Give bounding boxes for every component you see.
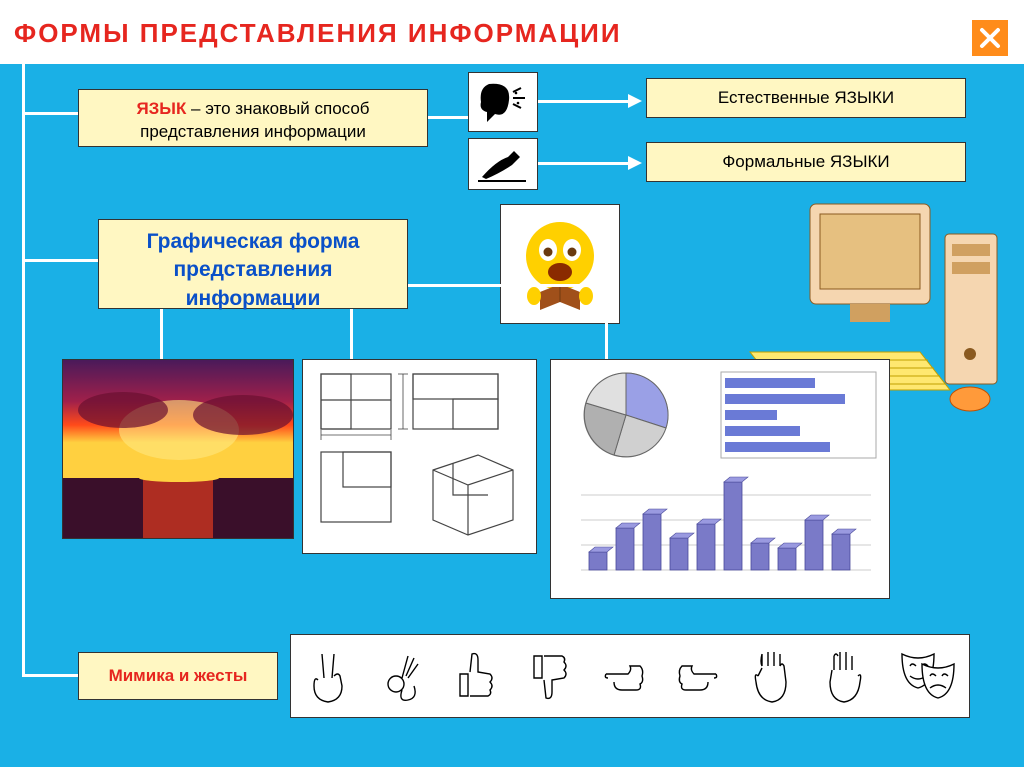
arrowhead-natural bbox=[628, 94, 642, 108]
connector-g2 bbox=[350, 309, 353, 359]
pointing-right-icon bbox=[674, 646, 722, 706]
language-box: ЯЗЫК – это знаковый способ представления… bbox=[78, 89, 428, 147]
page-title: ФОРМЫ ПРЕДСТАВЛЕНИЯ ИНФОРМАЦИИ bbox=[14, 18, 622, 49]
technical-drawing bbox=[302, 359, 537, 554]
ok-sign-icon bbox=[378, 646, 426, 706]
close-icon bbox=[978, 26, 1002, 50]
sunset-image bbox=[62, 359, 294, 539]
mimicry-box: Мимика и жесты bbox=[78, 652, 278, 700]
natural-lang-box: Естественные ЯЗЫКИ bbox=[646, 78, 966, 118]
close-button[interactable] bbox=[970, 18, 1010, 58]
connector-g3b bbox=[605, 284, 608, 359]
charts-panel bbox=[550, 359, 890, 599]
connector-to-graphic bbox=[22, 259, 98, 262]
writing-hand-icon bbox=[468, 138, 538, 190]
connector-to-language bbox=[22, 112, 78, 115]
connector-lang-icons bbox=[428, 116, 468, 119]
diagram-canvas: ЯЗЫК – это знаковый способ представления… bbox=[0, 64, 1024, 767]
arrow-to-formal bbox=[538, 162, 628, 165]
peace-sign-icon bbox=[304, 646, 352, 706]
speaking-head-icon bbox=[468, 72, 538, 132]
arrow-to-natural bbox=[538, 100, 628, 103]
graphic-box: Графическая форма представления информац… bbox=[98, 219, 408, 309]
connector-to-mimicry bbox=[22, 674, 78, 677]
raised-hand-icon bbox=[822, 646, 870, 706]
connector-spine bbox=[22, 64, 25, 676]
arrowhead-formal bbox=[628, 156, 642, 170]
formal-lang-box: Формальные ЯЗЫКИ bbox=[646, 142, 966, 182]
open-hand-icon bbox=[748, 646, 796, 706]
thumbs-down-icon bbox=[526, 646, 574, 706]
connector-g1 bbox=[160, 309, 163, 359]
language-text: ЯЗЫК – это знаковый способ представления… bbox=[79, 90, 427, 152]
gestures-strip bbox=[290, 634, 970, 718]
thumbs-up-icon bbox=[452, 646, 500, 706]
graphic-text: Графическая форма представления информац… bbox=[99, 220, 407, 321]
theater-masks-icon bbox=[896, 644, 956, 708]
connector-g3a bbox=[408, 284, 608, 287]
pointing-left-icon bbox=[600, 646, 648, 706]
smiley-reading-icon bbox=[500, 204, 620, 324]
